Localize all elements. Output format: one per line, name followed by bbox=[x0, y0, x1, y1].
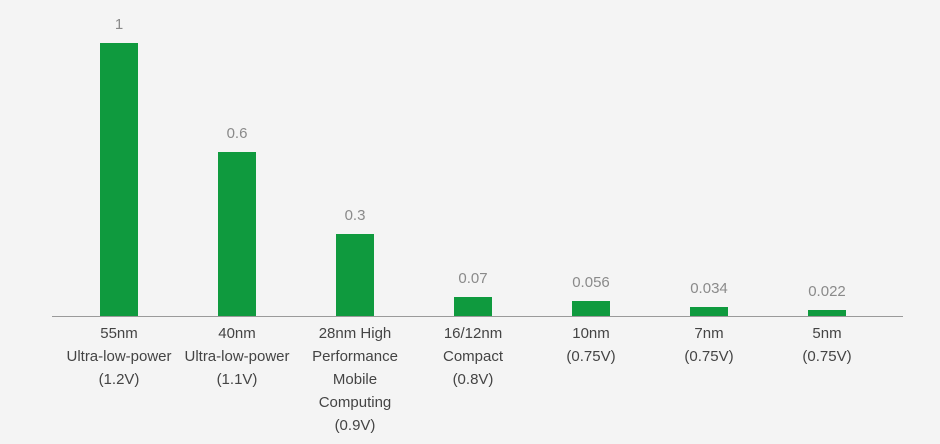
value-label: 0.07 bbox=[458, 269, 488, 287]
bar bbox=[808, 309, 846, 316]
value-label: 0.056 bbox=[572, 273, 610, 291]
value-label: 0.022 bbox=[808, 282, 846, 300]
x-tick-label: 5nm (0.75V) bbox=[802, 325, 852, 365]
x-axis bbox=[52, 316, 903, 317]
x-tick-label: 16/12nm Compact (0.8V) bbox=[442, 325, 504, 388]
bar bbox=[690, 306, 728, 316]
bar bbox=[336, 234, 374, 316]
bar bbox=[572, 300, 610, 316]
x-tick-label: 55nm Ultra-low-power (1.2V) bbox=[66, 325, 172, 388]
x-tick-label: 40nm Ultra-low-power (1.1V) bbox=[184, 325, 290, 388]
value-label: 0.6 bbox=[226, 125, 248, 143]
value-label: 0.034 bbox=[690, 279, 728, 297]
bar bbox=[100, 43, 138, 316]
value-label: 0.3 bbox=[344, 207, 366, 225]
bar bbox=[454, 296, 492, 316]
x-tick-label: 10nm (0.75V) bbox=[566, 325, 616, 365]
x-tick-label: 28nm High Performance Mobile Computing (… bbox=[312, 325, 398, 434]
value-label: 1 bbox=[114, 16, 124, 33]
bar bbox=[218, 152, 256, 316]
x-tick-label: 7nm (0.75V) bbox=[684, 325, 734, 365]
